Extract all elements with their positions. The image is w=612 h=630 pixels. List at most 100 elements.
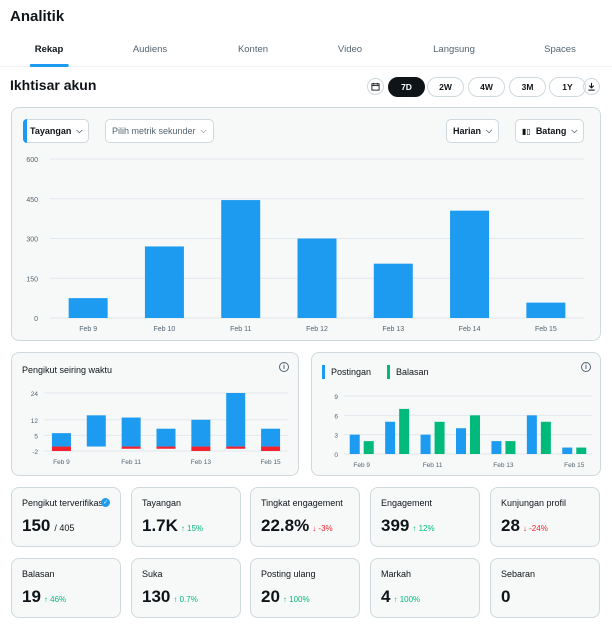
- bar: [373, 263, 413, 318]
- bar: [470, 415, 480, 454]
- tab-rekap[interactable]: Rekap: [29, 38, 68, 67]
- x-tick-label: Feb 10: [154, 326, 176, 333]
- stat-card[interactable]: Engagement 399 ↑ 12%: [370, 487, 480, 547]
- bar: [562, 447, 573, 454]
- bar: [349, 434, 360, 454]
- bar: [491, 441, 502, 454]
- tab-spaces[interactable]: Spaces: [544, 44, 576, 55]
- stat-label: Tayangan: [142, 498, 182, 508]
- tab-audiens[interactable]: Audiens: [132, 44, 168, 55]
- range-2w-button[interactable]: 2W: [427, 77, 464, 97]
- bar: [434, 421, 445, 454]
- info-icon[interactable]: i: [279, 362, 289, 372]
- y-tick-label: 12: [31, 418, 39, 425]
- stat-number: 0: [501, 587, 511, 606]
- stat-value: 1.7K ↑ 15%: [142, 516, 203, 536]
- primary-metric-label: Tayangan: [30, 126, 72, 136]
- stat-label: Posting ulang: [261, 569, 316, 579]
- stat-value: 130 ↑ 0.7%: [142, 587, 198, 607]
- x-tick-label: Feb 15: [564, 462, 585, 469]
- bar: [121, 417, 141, 447]
- tab-konten[interactable]: Konten: [237, 44, 269, 55]
- y-tick-label: 450: [26, 197, 38, 204]
- stat-value: 28 ↓ -24%: [501, 516, 548, 536]
- stat-change: ↓ -3%: [312, 524, 333, 533]
- x-tick-label: Feb 15: [260, 459, 281, 466]
- stat-change: ↑ 12%: [412, 524, 435, 533]
- primary-metric-select[interactable]: Tayangan ⌵: [23, 119, 90, 143]
- y-tick-label: -2: [32, 449, 38, 456]
- bar: [51, 433, 71, 447]
- download-button[interactable]: [583, 78, 600, 95]
- calendar-button[interactable]: [367, 78, 384, 95]
- tab-video[interactable]: Video: [337, 44, 363, 55]
- bar-negative: [191, 446, 211, 451]
- x-tick-label: Feb 15: [535, 326, 557, 333]
- range-4w-button[interactable]: 4W: [468, 77, 505, 97]
- calendar-icon: [371, 82, 380, 91]
- stat-number: 28: [501, 516, 520, 535]
- y-tick-label: 600: [26, 157, 38, 164]
- y-tick-label: 9: [334, 394, 338, 401]
- stat-card[interactable]: Tayangan 1.7K ↑ 15%: [131, 487, 241, 547]
- stat-label: Sebaran: [501, 569, 536, 579]
- tab-langsung[interactable]: Langsung: [433, 44, 475, 55]
- bar-chart-icon: ▮▯: [522, 126, 531, 136]
- bar: [261, 428, 281, 447]
- stat-label: Engagement: [381, 498, 433, 508]
- stat-label: Suka: [142, 569, 163, 579]
- bar: [526, 415, 537, 454]
- bar: [576, 447, 587, 454]
- stat-number: 399: [381, 516, 410, 535]
- stat-card[interactable]: Posting ulang 20 ↑ 100%: [250, 558, 360, 618]
- stat-card[interactable]: Markah 4 ↑ 100%: [370, 558, 480, 618]
- stat-value: 19 ↑ 46%: [22, 587, 66, 607]
- chevron-down-icon: ⌵: [486, 126, 493, 135]
- stat-card[interactable]: Tingkat engagement 22.8% ↓ -3%: [250, 487, 360, 547]
- followers-card-title: Pengikut seiring waktu: [22, 365, 113, 375]
- stat-card[interactable]: Sebaran 0: [490, 558, 600, 618]
- range-1y-button[interactable]: 1Y: [549, 77, 586, 97]
- stat-number: 1.7K: [142, 516, 178, 535]
- stat-change: ↑ 15%: [180, 524, 204, 533]
- x-tick-label: Feb 11: [423, 462, 443, 469]
- posts-replies-bar-chart: 0 3 6 9 Feb 9 Feb 11 Feb 13 Feb 15: [334, 394, 592, 469]
- app-title: Analitik: [10, 8, 65, 25]
- y-tick-label: 0: [34, 316, 38, 323]
- bar: [68, 298, 108, 318]
- views-bar-chart: 0 150 300 450 600 Feb 9 Feb 10 Feb 11 Feb 12 Feb …: [26, 157, 584, 333]
- download-icon: [588, 82, 595, 91]
- chart-type-select[interactable]: ▮▯ Batang ⌵: [515, 119, 585, 143]
- info-icon[interactable]: i: [581, 362, 591, 372]
- stat-card[interactable]: Kunjungan profil 28 ↓ -24%: [490, 487, 600, 547]
- stat-card[interactable]: Balasan 19 ↑ 46%: [11, 558, 121, 618]
- posts-replies-card: Postingan Balasan i 0 3 6 9 Feb 9 Feb 11 Feb 1…: [311, 352, 601, 476]
- bar: [420, 434, 431, 454]
- stat-change: ↑ 46%: [43, 595, 67, 604]
- stat-change: ↑ 100%: [393, 595, 421, 604]
- stat-card[interactable]: Pengikut terverifikasi ✓ 150/ 405: [11, 487, 121, 547]
- bar: [526, 302, 566, 318]
- y-tick-label: 24: [31, 391, 39, 398]
- chart-type-label: Batang: [535, 126, 567, 136]
- main-chart-card: Tayangan ⌵ Pilih metrik sekunder ⌵ Haria…: [11, 107, 601, 341]
- stat-number: 130: [142, 587, 171, 606]
- stat-card[interactable]: Suka 130 ↑ 0.7%: [131, 558, 241, 618]
- range-7d-button[interactable]: 7D: [388, 77, 425, 97]
- interval-select[interactable]: Harian ⌵: [446, 119, 500, 143]
- bar: [399, 408, 410, 454]
- x-tick-label: Feb 14: [459, 326, 481, 333]
- x-tick-label: Feb 13: [191, 459, 212, 466]
- bar: [221, 200, 261, 318]
- analytics-tabs: Rekap Audiens Konten Video Langsung Spac…: [0, 38, 612, 67]
- stat-value: 399 ↑ 12%: [381, 516, 435, 536]
- range-3m-button[interactable]: 3M: [509, 77, 546, 97]
- bar: [540, 421, 551, 454]
- x-tick-label: Feb 11: [121, 459, 141, 466]
- secondary-metric-select[interactable]: Pilih metrik sekunder ⌵: [105, 119, 214, 143]
- stat-value: 22.8% ↓ -3%: [261, 516, 333, 536]
- stat-value: 150/ 405: [22, 516, 74, 536]
- bar-negative: [51, 446, 71, 451]
- y-tick-label: 150: [26, 276, 38, 283]
- section-title: Ikhtisar akun: [10, 77, 97, 93]
